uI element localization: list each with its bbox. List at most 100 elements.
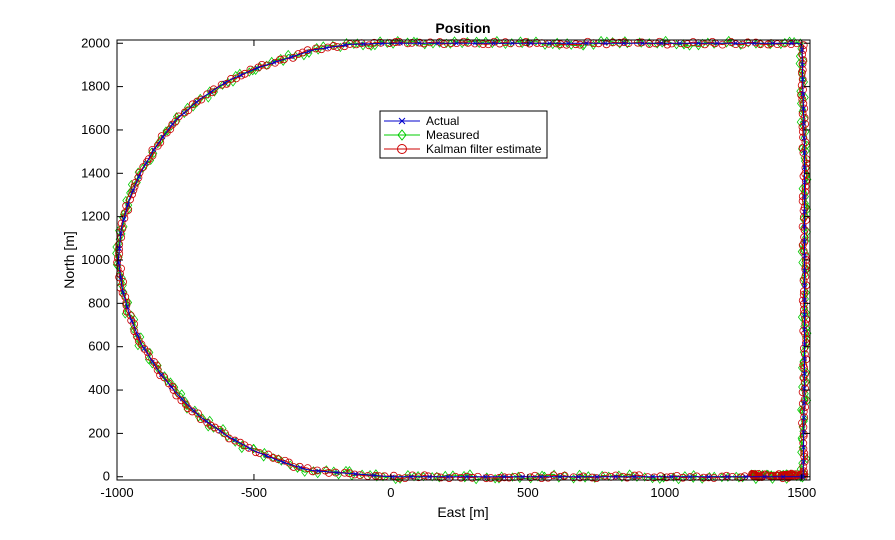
measured-point — [798, 257, 806, 268]
actual-point — [435, 40, 441, 46]
kalman-point — [129, 186, 138, 195]
actual-point — [603, 40, 608, 46]
actual-point — [801, 121, 807, 126]
actual-point — [334, 470, 340, 475]
kalman-point — [156, 371, 165, 380]
kalman-point — [490, 37, 499, 46]
actual-point — [324, 45, 329, 51]
axes-box — [116, 39, 811, 481]
kalman-point — [798, 388, 807, 397]
actual-point — [483, 474, 488, 480]
measured-point — [798, 442, 806, 453]
kalman-point — [150, 358, 158, 366]
actual-point — [714, 40, 720, 46]
actual-point — [129, 318, 134, 324]
y-axis-title: North [m] — [61, 231, 77, 289]
kalman-line — [116, 41, 807, 479]
measured-point — [509, 472, 517, 482]
kalman-point — [240, 441, 249, 450]
kalman-point — [750, 470, 759, 479]
actual-point — [194, 99, 199, 105]
measured-point — [799, 373, 807, 383]
y-tick-label: 600 — [88, 339, 110, 354]
actual-point — [802, 371, 807, 376]
kalman-point — [801, 403, 810, 412]
kalman-point — [156, 138, 165, 147]
kalman-point — [177, 396, 186, 405]
actual-point — [621, 40, 627, 46]
actual-point — [218, 428, 223, 434]
kalman-point — [801, 187, 810, 196]
kalman-point — [203, 90, 212, 99]
measured-point — [122, 195, 130, 206]
kalman-point — [445, 474, 454, 482]
actual-point — [706, 474, 712, 480]
actual-point — [802, 224, 807, 229]
actual-point — [169, 384, 174, 390]
measured-point — [330, 466, 338, 476]
kalman-point — [115, 273, 124, 282]
actual-point — [802, 194, 807, 200]
x-tick-label: 500 — [517, 485, 539, 500]
kalman-point — [799, 247, 808, 255]
actual-point — [733, 40, 738, 46]
y-tick-label: 1000 — [81, 252, 110, 267]
y-tick-label: 400 — [88, 382, 110, 397]
kalman-point — [592, 474, 601, 483]
kalman-point — [174, 112, 183, 121]
measured-point — [350, 39, 358, 49]
measured-point — [767, 38, 775, 49]
kalman-point — [401, 474, 409, 483]
measured-point — [238, 440, 246, 450]
actual-point — [802, 165, 807, 170]
kalman-point — [797, 91, 806, 99]
legend-box — [379, 110, 548, 159]
actual-point — [159, 372, 164, 377]
kalman-point — [457, 473, 465, 482]
kalman-point — [148, 145, 157, 154]
actual-line — [117, 42, 805, 478]
measured-point — [686, 41, 694, 51]
measured-point — [383, 38, 391, 48]
chart-title: Position — [435, 20, 490, 36]
legend-label: Kalman filter estimate — [426, 142, 542, 156]
kalman-point — [437, 473, 445, 482]
kalman-point — [569, 473, 578, 482]
measured-point — [796, 86, 804, 96]
kalman-point — [800, 104, 809, 113]
measured-point — [112, 248, 120, 258]
y-tick-label: 2000 — [81, 35, 110, 50]
actual-point — [222, 80, 228, 86]
measured-point — [472, 474, 480, 485]
actual-point — [264, 453, 269, 458]
kalman-point — [738, 40, 747, 49]
kalman-point — [576, 473, 584, 482]
actual-point — [501, 474, 507, 480]
measured-point — [441, 470, 449, 481]
kalman-point — [799, 287, 808, 296]
y-tick-label: 1800 — [81, 79, 110, 94]
actual-point — [801, 106, 806, 111]
kalman-point — [799, 172, 808, 181]
kalman-point — [789, 471, 798, 480]
measured-point — [345, 466, 353, 476]
legend-marker-x — [398, 117, 406, 125]
kalman-point — [630, 471, 639, 480]
actual-point — [799, 47, 805, 53]
kalman-point — [799, 133, 807, 142]
measured-point — [335, 470, 343, 480]
actual-point — [118, 275, 124, 280]
kalman-point — [227, 75, 235, 83]
y-tick-label: 1600 — [81, 122, 110, 137]
kalman-point — [479, 40, 487, 48]
x-tick-label: 1000 — [650, 485, 679, 500]
legend-label: Actual — [426, 114, 459, 128]
kalman-point — [143, 157, 151, 166]
measured-point — [404, 470, 412, 480]
kalman-point — [800, 452, 809, 461]
kalman-point — [615, 38, 624, 47]
legend-label: Measured — [426, 128, 479, 142]
kalman-point — [638, 38, 646, 47]
kalman-point — [704, 473, 713, 482]
measured-point — [795, 58, 803, 69]
